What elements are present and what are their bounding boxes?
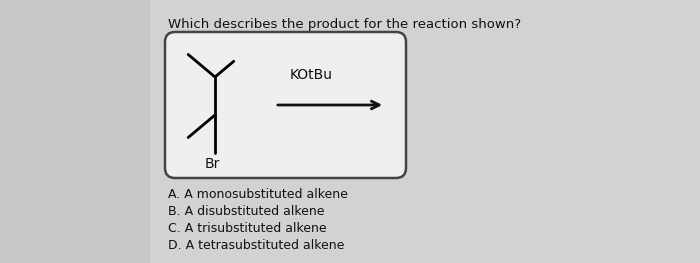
Text: Br: Br — [205, 157, 220, 171]
FancyBboxPatch shape — [150, 0, 700, 263]
Text: A. A monosubstituted alkene: A. A monosubstituted alkene — [168, 188, 348, 201]
Text: B. A disubstituted alkene: B. A disubstituted alkene — [168, 205, 325, 218]
FancyBboxPatch shape — [165, 32, 406, 178]
Text: Which describes the product for the reaction shown?: Which describes the product for the reac… — [168, 18, 521, 31]
Text: D. A tetrasubstituted alkene: D. A tetrasubstituted alkene — [168, 239, 344, 252]
Text: C. A trisubstituted alkene: C. A trisubstituted alkene — [168, 222, 327, 235]
Text: KOtBu: KOtBu — [290, 68, 333, 82]
